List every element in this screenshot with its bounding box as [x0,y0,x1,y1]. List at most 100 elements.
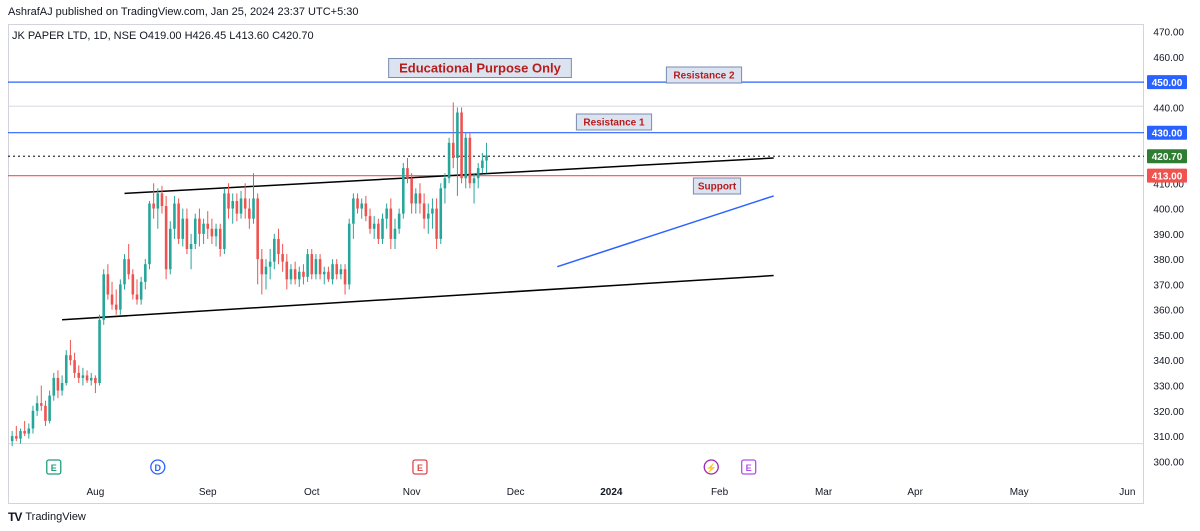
candle-body [44,405,47,421]
candle-body [202,223,205,234]
candle-body [372,223,376,229]
candle-body [435,208,438,239]
y-tick-label: 470.00 [1153,28,1184,39]
candle-body [322,271,326,275]
candle-body [352,198,355,224]
candle-body [456,112,459,158]
candle-body [123,259,126,285]
earnings-icon-label: E [417,463,423,473]
candle-body [198,218,201,234]
y-tick-label: 300.00 [1153,457,1184,468]
y-tick-label: 380.00 [1153,255,1184,266]
candle-body [39,403,43,406]
x-tick-label: Dec [507,487,525,498]
candle-body [339,269,343,275]
earnings-icon-label: E [746,463,752,473]
candle-body [418,193,422,204]
educational-title-box [388,58,572,78]
footer-brand[interactable]: TV TradingView [8,510,86,524]
candle-body [152,203,155,209]
candle-body [77,372,81,378]
x-tick-label: Sep [199,487,217,498]
support-trend-line [557,195,774,268]
candle-body [27,428,31,434]
y-tick-label: 370.00 [1153,280,1184,291]
candle-body [406,168,409,179]
x-tick-label: May [1010,487,1029,498]
candle-body [73,360,76,373]
y-tick-label: 350.00 [1153,331,1184,342]
resistance-1-label-text: Resistance 1 [583,118,645,129]
y-tick-label: 400.00 [1153,205,1184,216]
candle-body [476,168,480,179]
resistance-1-label-box [575,113,653,131]
candle-body [285,261,289,280]
candle-body [360,203,363,209]
y-tick-label: 360.00 [1153,306,1184,317]
candle-body [144,264,147,282]
candle-body [10,436,14,442]
candle-body [227,193,230,209]
candle-body [481,160,484,169]
candle-body [431,208,434,214]
r2-price-badge-text: 450.00 [1152,78,1183,89]
publisher-header: AshrafAJ published on TradingView.com, J… [8,6,359,18]
dividend-icon [150,459,166,475]
candle-body [35,403,39,411]
candle-body [397,213,401,229]
support-label-box [692,177,742,195]
y-tick-label: 340.00 [1153,356,1184,367]
candle-body [356,198,359,209]
candle-body [472,178,476,184]
candle-body [347,223,351,285]
tradingview-logo-icon: TV [8,510,22,524]
earnings-icon-label: E [51,463,57,473]
candle-body [135,294,139,300]
candle-body [402,168,405,214]
candle-body [210,228,214,237]
footer-brand-label: TradingView [25,511,86,523]
candle-body [127,259,130,275]
candle-body [60,382,64,391]
y-tick-label: 440.00 [1153,103,1184,114]
candle-body [381,218,384,239]
candle-body [64,355,68,383]
candle-body [56,377,60,391]
candle-body [264,266,268,275]
candle-body [173,203,176,229]
r2-price-badge [1147,75,1187,90]
close-price-badge-text: 420.70 [1152,152,1183,163]
candle-body [106,274,110,295]
candle-body [31,410,35,429]
candle-body [243,198,247,209]
earnings-icon [741,459,757,475]
close-price-badge [1147,149,1187,164]
candle-body [260,259,264,275]
candle-body [89,377,93,381]
candle-body [460,112,463,179]
candle-body [235,200,239,214]
candle-body [23,431,26,434]
y-tick-label: 320.00 [1153,407,1184,418]
candle-body [273,238,276,262]
y-tick-label: 460.00 [1153,53,1184,64]
x-tick-label: Aug [86,487,104,498]
candle-body [426,213,430,219]
candle-body [393,228,397,239]
x-tick-label: Nov [403,487,421,498]
candle-body [318,259,322,275]
lower-channel-line [62,274,774,321]
resistance-2-label-text: Resistance 2 [673,71,735,82]
candle-body [15,436,18,439]
candle-body [69,355,72,361]
candle-body [256,198,259,260]
candle-body [281,254,284,262]
candle-body [189,243,193,249]
x-tick-label: Apr [907,487,923,498]
candle-body [485,155,488,161]
candle-body [293,269,297,280]
candle-body [327,271,330,280]
candle-body [422,203,426,219]
candle-body [464,137,468,179]
